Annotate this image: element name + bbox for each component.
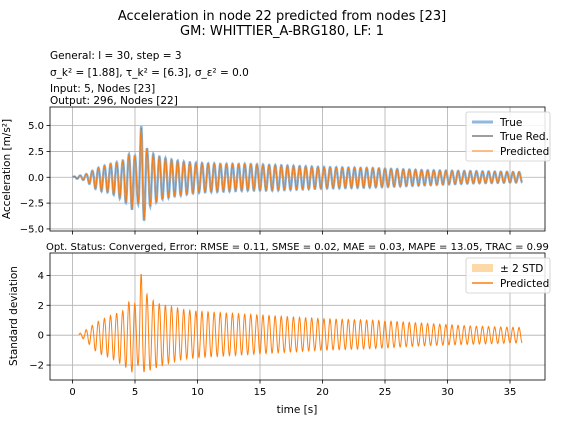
legend-bottom-predicted-label: Predicted — [500, 278, 549, 290]
bottom-legend: ± 2 STD Predicted — [465, 257, 551, 294]
series-bottom-predicted-line — [78, 273, 523, 373]
legend-predicted-label: Predicted — [500, 146, 549, 158]
bottom-ytick-label: 4 — [38, 271, 44, 282]
bottom-plot-area — [78, 272, 523, 374]
acceleration-chart: −5.0 −2.5 0.0 2.5 5.0 Acceleration [m/s²] Tr… — [1, 106, 551, 235]
info-input: Input: 5, Nodes [23] — [50, 83, 155, 95]
bottom-xtick-label: 25 — [379, 387, 392, 398]
top-ticks: −5.0 −2.5 0.0 2.5 5.0 — [20, 121, 511, 235]
top-plot-area — [71, 125, 524, 222]
bottom-xtick-label: 0 — [69, 387, 75, 398]
bottom-ytick-label: 2 — [38, 301, 44, 312]
info-output: Output: 296, Nodes [22] — [50, 95, 178, 107]
top-ytick-label: 5.0 — [28, 121, 44, 132]
bottom-xtick-label: 35 — [504, 387, 517, 398]
top-ytick-label: −5.0 — [20, 224, 44, 235]
top-ytick-label: −2.5 — [20, 199, 44, 210]
bottom-ytick-label: −2 — [29, 361, 44, 372]
bottom-xtick-label: 15 — [254, 387, 267, 398]
bottom-axes-frame — [49, 252, 546, 381]
bottom-xtick-label: 20 — [316, 387, 329, 398]
info-sigma: σ_k² = [1.88], τ_k² = [6.3], σ_ε² = 0.0 — [50, 67, 249, 79]
legend-true-label: True — [499, 117, 522, 129]
top-legend: True True Red. Predicted — [465, 111, 551, 162]
bottom-ytick-label: 0 — [38, 331, 44, 342]
bottom-xtick-label: 30 — [441, 387, 454, 398]
bottom-ticks: 0 5 10 15 20 25 30 35 −2 0 2 4 — [29, 271, 516, 398]
legend-std-swatch — [472, 264, 493, 272]
series-predicted-line — [78, 129, 523, 220]
top-ytick-label: 2.5 — [28, 147, 44, 158]
figure-title-line2: GM: WHITTIER_A-BRG180, LF: 1 — [180, 24, 384, 39]
bottom-xtick-label: 10 — [191, 387, 204, 398]
bottom-xtick-label: 5 — [132, 387, 138, 398]
std-chart: 0 5 10 15 20 25 30 35 −2 0 2 4 Standard deviation t… — [8, 252, 551, 416]
top-legend-box — [465, 111, 551, 162]
legend-std-label: ± 2 STD — [500, 263, 543, 275]
figure-title-line1: Acceleration in node 22 predicted from n… — [118, 9, 446, 24]
bottom-ylabel: Standard deviation — [8, 266, 20, 366]
top-axes-frame — [49, 106, 546, 232]
info-general: General: l = 30, step = 3 — [50, 50, 182, 62]
top-ylabel: Acceleration [m/s²] — [1, 119, 13, 219]
legend-true-red-label: True Red. — [499, 131, 549, 143]
bottom-xlabel: time [s] — [277, 404, 318, 416]
status-text: Opt. Status: Converged, Error: RMSE = 0.… — [46, 242, 549, 253]
top-ytick-label: 0.0 — [28, 173, 44, 184]
